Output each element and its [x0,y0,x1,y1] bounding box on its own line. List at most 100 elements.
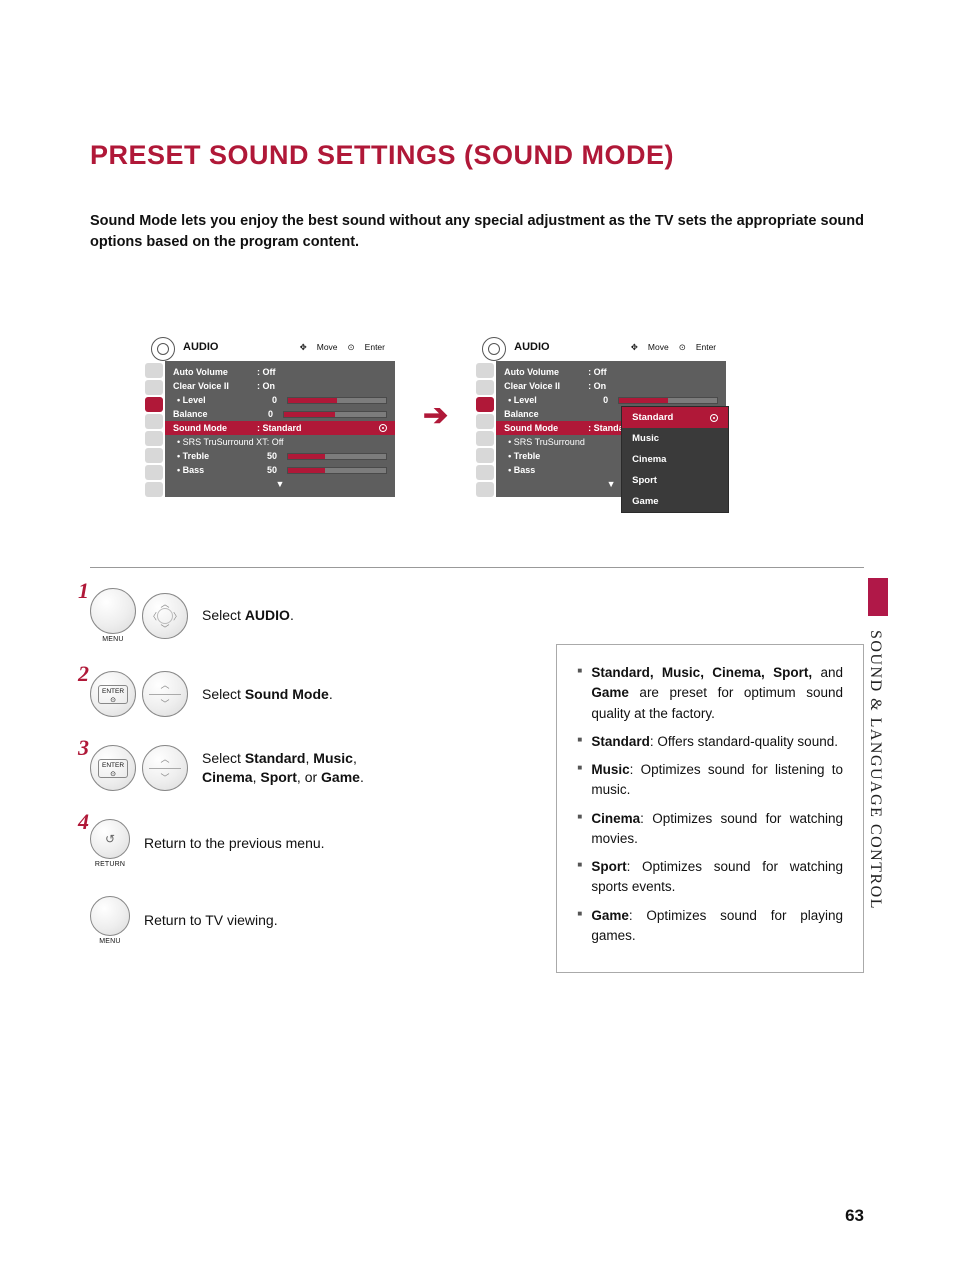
speaker-icon [482,337,506,361]
nav-updown-button[interactable]: ︿ ﹀ [142,671,188,717]
enter-button[interactable]: ENTER [90,745,136,791]
button-inner-label: ENTER [98,685,128,704]
osd-side-icon [145,482,163,497]
osd-label: • Treble [177,451,255,461]
osd-row-clear-voice[interactable]: Clear Voice II : On [504,379,718,393]
osd-icon-column [145,361,165,497]
osd-content: Auto Volume : Off Clear Voice II : On • … [165,361,395,497]
popup-label: Standard [632,412,673,423]
center-icon [157,608,173,624]
osd-row: AUDIO ✥ Move ⊙ Enter [145,333,864,497]
osd-row-auto-volume[interactable]: Auto Volume : Off [504,365,718,379]
chevron-right-icon: 〉 [173,609,182,622]
popup-item-cinema[interactable]: Cinema [622,449,728,470]
osd-header: AUDIO ✥ Move ⊙ Enter [476,333,726,361]
osd-label: Clear Voice II [173,381,251,391]
osd-value: : Standard [257,423,302,433]
osd-row-clear-voice[interactable]: Clear Voice II : On [173,379,387,393]
desc-item: Game: Optimizes sound for playing games. [577,906,843,947]
osd-row-treble[interactable]: • Treble 50 [173,449,387,463]
slider[interactable] [283,411,387,418]
osd-row-level[interactable]: • Level 0 [173,393,387,407]
step-number: 1 [78,578,89,604]
osd-value: : Off [257,367,276,377]
page-title: PRESET SOUND SETTINGS (SOUND MODE) [90,140,864,171]
nav-enter-label: Enter [365,342,385,352]
step-3: 3 ENTER ︿ ﹀ Select Standard, Music, Cine… [90,745,506,791]
osd-side-icon [476,414,494,429]
chevron-down-icon: ﹀ [160,771,169,784]
step-text: Select AUDIO. [202,606,294,625]
osd-side-icon [476,465,494,480]
arrow-right-icon: ➔ [423,398,448,433]
osd-value: 50 [261,451,281,461]
osd-side-icon [476,397,494,412]
nav-move-icon: ✥ [300,342,307,353]
osd-row-level[interactable]: • Level 0 [504,393,718,407]
osd-value: 0 [592,395,612,405]
step-4: 4 ↺ RETURN Return to the previous menu. [90,819,506,868]
osd-label: Balance [173,409,251,419]
section-label: SOUND & LANGUAGE CONTROL [866,630,884,910]
osd-value: 50 [261,465,281,475]
nav-move-label: Move [648,342,669,352]
enter-button[interactable]: ENTER [90,671,136,717]
popup-item-game[interactable]: Game [622,491,728,512]
osd-side-icon [145,397,163,412]
scroll-down-icon[interactable]: ▼ [173,479,387,489]
chevron-up-icon: ︿ [160,752,169,765]
osd-row-bass[interactable]: • Bass 50 [173,463,387,477]
chevron-left-icon: 〈 [148,609,157,622]
step-text: Return to the previous menu. [144,834,325,853]
steps-column: 1 MENU ︿ ﹀ 〈 〉 Select AUDIO. [90,588,506,973]
osd-row-balance[interactable]: Balance 0 [173,407,387,421]
step-5: MENU Return to TV viewing. [90,896,506,945]
osd-label: • Bass [177,465,255,475]
speaker-icon [151,337,175,361]
nav-cross-button[interactable]: ︿ ﹀ 〈 〉 [142,593,188,639]
osd-label: • Treble [508,451,586,461]
osd-header-title: AUDIO [183,341,218,353]
popup-item-music[interactable]: Music [622,428,728,449]
step-number: 3 [78,735,89,761]
osd-side-icon [476,363,494,378]
osd-row-srs[interactable]: • SRS TruSurround XT: Off [173,435,387,449]
slider[interactable] [618,397,718,404]
osd-label: Auto Volume [504,367,582,377]
osd-label: • SRS TruSurround XT: Off [177,437,284,447]
osd-left: AUDIO ✥ Move ⊙ Enter [145,333,395,497]
osd-value: : Off [588,367,607,377]
nav-updown-button[interactable]: ︿ ﹀ [142,745,188,791]
osd-side-icon [145,448,163,463]
osd-label: Sound Mode [504,423,582,433]
osd-header: AUDIO ✥ Move ⊙ Enter [145,333,395,361]
menu-button[interactable] [90,896,130,936]
chevron-down-icon: ﹀ [160,697,169,710]
osd-header-title: AUDIO [514,341,549,353]
slider[interactable] [287,397,387,404]
desc-item: Cinema: Optimizes sound for watching mov… [577,809,843,850]
osd-side-icon [145,363,163,378]
menu-button[interactable] [90,588,136,634]
desc-item: Standard: Offers standard-quality sound. [577,732,843,752]
osd-value: : On [257,381,275,391]
osd-label: • SRS TruSurround [508,437,585,447]
osd-side-icon [476,380,494,395]
slider[interactable] [287,453,387,460]
osd-row-sound-mode[interactable]: Sound Mode : Standard [165,421,395,435]
sound-mode-popup: Standard Music Cinema Sport Game [622,407,728,512]
chevron-up-icon: ︿ [160,678,169,691]
osd-right: AUDIO ✥ Move ⊙ Enter [476,333,726,497]
popup-item-standard[interactable]: Standard [622,407,728,428]
osd-label: Sound Mode [173,423,251,433]
slider[interactable] [287,467,387,474]
popup-item-sport[interactable]: Sport [622,470,728,491]
button-label: MENU [102,636,123,643]
return-button[interactable]: ↺ [90,819,130,859]
step-number: 4 [78,809,89,835]
osd-label: Balance [504,409,582,419]
osd-side-icon [145,431,163,446]
step-text: Select Sound Mode. [202,685,333,704]
osd-row-auto-volume[interactable]: Auto Volume : Off [173,365,387,379]
side-tab [868,578,888,616]
